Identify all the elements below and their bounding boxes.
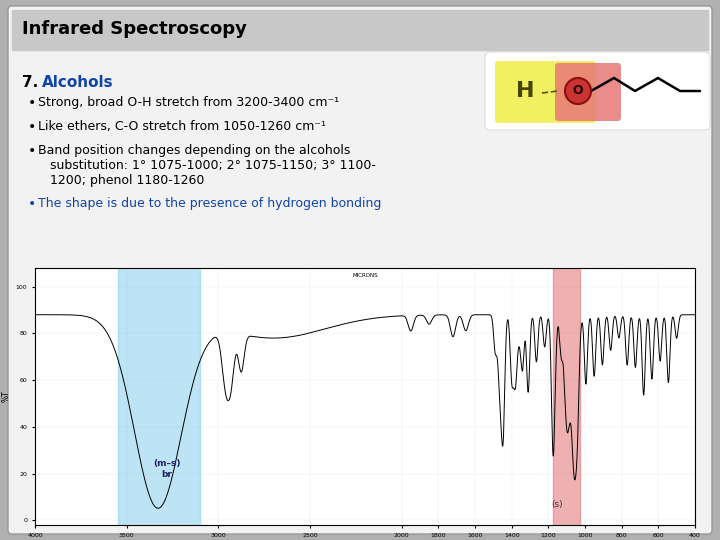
FancyBboxPatch shape xyxy=(8,6,712,534)
Text: (s): (s) xyxy=(552,500,563,509)
FancyBboxPatch shape xyxy=(495,61,596,123)
Text: •: • xyxy=(28,144,36,158)
Bar xyxy=(117,264,200,532)
Bar xyxy=(553,264,580,532)
Text: Strong, broad O-H stretch from 3200-3400 cm⁻¹: Strong, broad O-H stretch from 3200-3400… xyxy=(38,96,339,109)
FancyBboxPatch shape xyxy=(555,63,621,121)
Text: •: • xyxy=(28,96,36,110)
Text: substitution: 1° 1075-1000; 2° 1075-1150; 3° 1100-: substitution: 1° 1075-1000; 2° 1075-1150… xyxy=(50,159,376,172)
Text: O: O xyxy=(572,84,583,98)
Circle shape xyxy=(565,78,591,104)
Text: The shape is due to the presence of hydrogen bonding: The shape is due to the presence of hydr… xyxy=(38,197,382,210)
FancyBboxPatch shape xyxy=(485,52,710,130)
Bar xyxy=(12,10,708,50)
Text: 1-butanol: 1-butanol xyxy=(528,52,611,67)
Text: Like ethers, C-O stretch from 1050-1260 cm⁻¹: Like ethers, C-O stretch from 1050-1260 … xyxy=(38,120,326,133)
Text: Infrared Spectroscopy: Infrared Spectroscopy xyxy=(22,20,247,38)
Text: Band position changes depending on the alcohols: Band position changes depending on the a… xyxy=(38,144,351,157)
Y-axis label: %T: %T xyxy=(1,390,10,402)
Text: Alcohols: Alcohols xyxy=(42,75,114,90)
Text: •: • xyxy=(28,120,36,134)
Text: H: H xyxy=(516,81,534,101)
Text: MICRONS: MICRONS xyxy=(352,273,378,278)
Text: 7.: 7. xyxy=(22,75,38,90)
Text: •: • xyxy=(28,197,36,211)
Text: (m–s)
br: (m–s) br xyxy=(153,459,181,479)
Text: 1200; phenol 1180-1260: 1200; phenol 1180-1260 xyxy=(50,174,204,187)
